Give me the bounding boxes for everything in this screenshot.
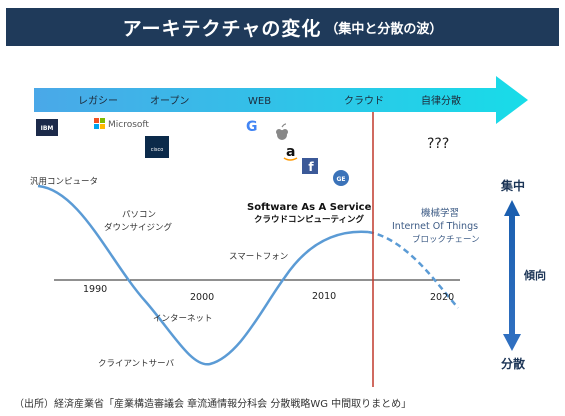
year-1990: 1990 [83, 284, 107, 295]
unknown-future-label: ??? [427, 136, 449, 152]
era-cloud: クラウド [344, 95, 384, 107]
side-label-centralize: 集中 [500, 178, 525, 193]
label-smartphone: スマートフォン [229, 252, 288, 262]
google-logo: G [246, 119, 258, 135]
side-arrow-down-icon [503, 334, 521, 351]
ge-logo: GE [333, 170, 349, 186]
label-mainframe: 汎用コンピュータ [30, 177, 98, 187]
amazon-logo: a [283, 144, 298, 161]
page-title: アーキテクチャの変化 [122, 17, 322, 40]
side-arrow-up-icon [504, 200, 520, 216]
label-pc: パソコン [122, 210, 156, 220]
svg-text:a: a [286, 144, 295, 160]
label-iot: Internet Of Things [392, 221, 478, 232]
era-legacy: レガシー [78, 95, 118, 107]
year-2020: 2020 [430, 292, 454, 303]
microsoft-logo: Microsoft [94, 118, 149, 130]
ibm-logo: IBM [36, 119, 58, 136]
svg-text:f: f [308, 160, 314, 174]
apple-logo [276, 123, 288, 140]
svg-text:G: G [246, 119, 258, 135]
label-machine-learning: 機械学習 [421, 207, 459, 219]
side-arrow-shaft [509, 214, 515, 336]
label-internet: インターネット [153, 314, 213, 324]
side-label-trend: 傾向 [523, 268, 546, 282]
era-open: オープン [150, 95, 189, 107]
title-banner: アーキテクチャの変化 （集中と分散の波） [6, 8, 559, 46]
source-note: （出所）経済産業省「産業構造審議会 章流通情報分科会 分散戦略WG 中間取りまと… [14, 399, 412, 410]
label-client-server: クライアントサーバ [98, 359, 175, 369]
era-web: WEB [248, 96, 271, 107]
page-subtitle: （集中と分散の波） [325, 21, 443, 37]
label-saas: Software As A Service [247, 202, 372, 213]
label-downsizing: ダウンサイジング [104, 222, 173, 233]
svg-text:GE: GE [336, 176, 345, 183]
svg-text:Microsoft: Microsoft [108, 120, 149, 130]
label-cloud-computing: クラウドコンピューティング [254, 214, 364, 225]
year-2000: 2000 [190, 292, 214, 303]
timeline-arrow [34, 76, 528, 124]
year-2010: 2010 [312, 291, 336, 302]
svg-text:IBM: IBM [41, 125, 54, 132]
side-label-decentralize: 分散 [501, 356, 526, 371]
era-decentralized: 自律分散 [421, 94, 461, 107]
facebook-logo: f [302, 158, 318, 174]
cisco-logo: cisco [145, 136, 169, 158]
label-blockchain: ブロックチェーン [412, 234, 480, 245]
svg-text:cisco: cisco [151, 147, 164, 153]
centralization-wave-curve [37, 184, 369, 366]
